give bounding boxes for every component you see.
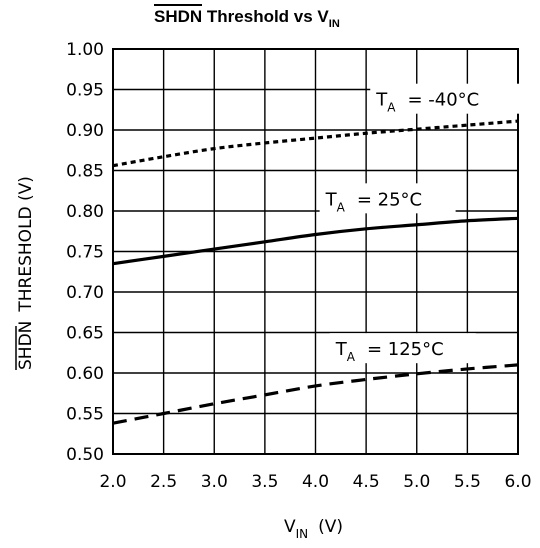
x-tick-label: 5.0	[403, 472, 430, 492]
y-tick-label: 0.80	[66, 202, 104, 222]
y-tick-labels: 0.50 0.55 0.60 0.65 0.70 0.75 0.80 0.85 0.90 0.95…	[66, 40, 104, 465]
series-label-subscript: A	[347, 350, 356, 364]
svg-text:SHDN Threshold vs VIN: SHDN Threshold vs VIN	[154, 7, 340, 30]
series-label-subscript: A	[387, 101, 396, 115]
series-label: TA = -40°C	[375, 90, 479, 115]
x-tick-label: 4.5	[353, 472, 380, 492]
title-text: Threshold vs V	[202, 7, 329, 26]
y-tick-label: 0.75	[66, 243, 104, 263]
y-tick-label: 0.50	[66, 445, 104, 465]
series-labels: TA = -40°CTA = 25°CTA = 125°C	[319, 83, 521, 364]
series-line-dotted	[112, 119, 519, 168]
y-tick-label: 0.90	[66, 121, 104, 141]
x-tick-label: 5.5	[454, 472, 481, 492]
series-label-rest: = 125°C	[367, 339, 444, 360]
series-label-rest: = 25°C	[357, 189, 422, 210]
x-axis-label-subscript: IN	[296, 527, 309, 541]
x-tick-label: 4.0	[302, 472, 329, 492]
x-axis-label-unit: (V)	[318, 517, 343, 537]
plot-frame	[112, 48, 519, 455]
title-overbar-text: SHDN	[154, 7, 202, 26]
x-tick-label: 3.5	[251, 472, 278, 492]
series-label-main: T	[375, 90, 388, 111]
x-axis-label: VIN (V)	[284, 517, 343, 541]
x-tick-label: 2.0	[99, 472, 126, 492]
series-label-rest: = -40°C	[407, 90, 479, 111]
y-tick-label: 0.55	[66, 405, 104, 425]
y-tick-label: 0.95	[66, 81, 104, 101]
series-line-dashed	[112, 363, 519, 425]
y-axis-label-text: THRESHOLD (V)	[16, 176, 36, 313]
y-tick-label: 0.85	[66, 162, 104, 182]
y-tick-label: 0.70	[66, 283, 104, 303]
series-label-background	[319, 183, 456, 214]
x-tick-label: 6.0	[504, 472, 531, 492]
svg-text:SHDNTHRESHOLD (V): SHDN THRESHOLD (V)	[16, 176, 36, 370]
y-tick-label: 0.65	[66, 324, 104, 344]
series-label-subscript: A	[337, 200, 346, 214]
y-axis-label: SHDN THRESHOLD (V)	[15, 176, 36, 370]
x-tick-label: 3.0	[201, 472, 228, 492]
x-tick-labels: 2.0 2.5 3.0 3.5 4.0 4.5 5.0 5.5 6.0	[99, 472, 531, 492]
y-tick-label: 1.00	[66, 40, 104, 60]
series-label-background	[370, 83, 521, 114]
x-tick-label: 2.5	[150, 472, 177, 492]
series-label-background	[329, 333, 476, 364]
svg-text:VIN(V): VIN (V)	[284, 517, 343, 541]
series-lines	[112, 119, 519, 425]
x-axis-label-main: V	[284, 517, 296, 537]
series-label-main: T	[325, 189, 338, 210]
title-subscript: IN	[329, 18, 340, 30]
series-line-solid	[112, 216, 519, 266]
series-label: TA = 25°C	[325, 189, 423, 214]
y-axis-label-overbar-text: SHDN	[16, 321, 36, 370]
y-tick-label: 0.60	[66, 364, 104, 384]
chart-title: SHDN Threshold vs VIN	[154, 4, 340, 30]
series-label-main: T	[335, 339, 348, 360]
series-label: TA = 125°C	[335, 339, 444, 364]
